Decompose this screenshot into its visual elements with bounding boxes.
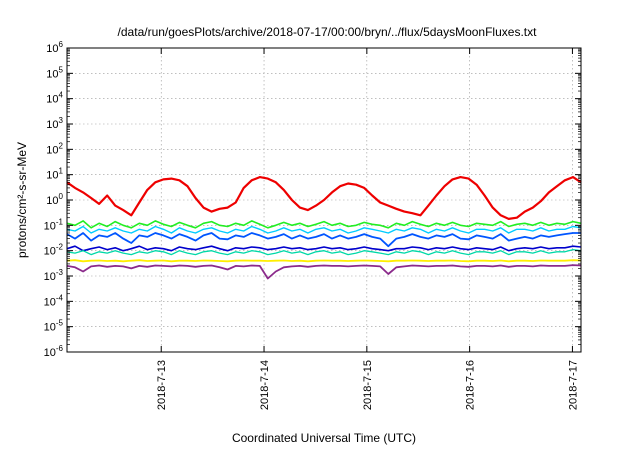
series-line	[66, 232, 581, 248]
y-tick-label: 105	[46, 65, 63, 80]
y-tick-label: 103	[46, 116, 63, 131]
series-line	[66, 176, 582, 220]
x-axis-label: Coordinated Universal Time (UTC)	[232, 431, 416, 445]
y-tick-label: 10-2	[44, 243, 64, 258]
y-tick-label: 10-5	[44, 319, 64, 334]
y-tick-label: 100	[46, 192, 63, 207]
series-line	[66, 259, 582, 263]
series-group	[66, 176, 582, 280]
y-axis-label: protons/cm²-s-sr-MeV	[15, 142, 29, 258]
y-tick-label: 10-6	[44, 344, 64, 359]
series-line	[66, 220, 582, 229]
y-tick-label: 104	[46, 91, 63, 106]
y-tick-label: 10-1	[44, 217, 64, 232]
y-tick-label: 101	[46, 167, 63, 182]
grid-lines	[67, 48, 581, 352]
series-line	[66, 245, 582, 252]
x-tick-label: 2018-7-17	[567, 360, 579, 410]
series-line	[66, 264, 582, 280]
chart-title: /data/run/goesPlots/archive/2018-07-17/0…	[118, 25, 538, 39]
y-tick-label: 10-3	[44, 268, 64, 283]
y-tick-label: 106	[46, 40, 63, 55]
x-tick-label: 2018-7-16	[465, 360, 477, 410]
x-tick-label: 2018-7-14	[259, 360, 271, 410]
y-tick-label: 10-4	[44, 293, 64, 308]
x-tick-label: 2018-7-13	[156, 360, 168, 410]
y-axis-ticks: 106 105 104 103 102 101 100 10-1 10-2 10-3 10-4 10-…	[44, 40, 581, 359]
series-line	[66, 225, 582, 234]
x-tick-label: 2018-7-15	[362, 360, 374, 410]
y-tick-label: 102	[46, 141, 63, 156]
series-line	[66, 248, 582, 256]
x-axis-ticks: 2018-7-13 2018-7-14 2018-7-15 2018-7-16 2018…	[156, 48, 579, 410]
